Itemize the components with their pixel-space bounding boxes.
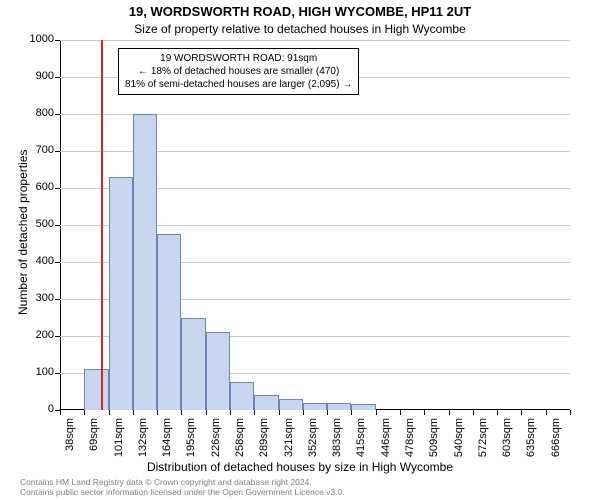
x-tick-label: 101sqm: [113, 418, 125, 478]
y-tick-label: 700: [14, 144, 54, 156]
x-tick-mark: [157, 410, 158, 415]
x-tick-label: 195sqm: [185, 418, 197, 478]
x-tick-mark: [546, 410, 547, 415]
histogram-bar: [109, 177, 133, 410]
x-tick-mark: [254, 410, 255, 415]
histogram-bar: [181, 318, 205, 411]
x-tick-label: 321sqm: [283, 418, 295, 478]
y-tick-label: 400: [14, 255, 54, 267]
x-tick-mark: [303, 410, 304, 415]
subject-marker-line: [101, 40, 103, 410]
x-tick-label: 383sqm: [331, 418, 343, 478]
histogram-bar: [254, 395, 278, 410]
x-tick-label: 666sqm: [550, 418, 562, 478]
x-tick-label: 446sqm: [380, 418, 392, 478]
x-tick-mark: [449, 410, 450, 415]
histogram-bar: [351, 404, 375, 410]
x-tick-mark: [351, 410, 352, 415]
x-tick-mark: [400, 410, 401, 415]
footer-line2: Contains public sector information licen…: [20, 488, 580, 498]
y-tick-mark: [55, 262, 60, 263]
x-tick-label: 289sqm: [258, 418, 270, 478]
y-tick-label: 200: [14, 329, 54, 341]
x-tick-mark: [230, 410, 231, 415]
y-tick-label: 600: [14, 181, 54, 193]
histogram-bar: [279, 399, 303, 410]
x-tick-label: 509sqm: [428, 418, 440, 478]
y-axis-label: Number of detached properties: [16, 150, 30, 315]
y-tick-mark: [55, 151, 60, 152]
x-tick-label: 164sqm: [161, 418, 173, 478]
histogram-bar: [230, 382, 254, 410]
x-tick-mark: [84, 410, 85, 415]
y-tick-mark: [55, 299, 60, 300]
x-tick-mark: [109, 410, 110, 415]
x-tick-mark: [497, 410, 498, 415]
y-tick-label: 500: [14, 218, 54, 230]
x-tick-label: 69sqm: [88, 418, 100, 478]
y-tick-label: 300: [14, 292, 54, 304]
y-tick-mark: [55, 336, 60, 337]
chart-plot-area: 19 WORDSWORTH ROAD: 91sqm ← 18% of detac…: [60, 40, 570, 410]
histogram-bar: [133, 114, 157, 410]
annotation-line3: 81% of semi-detached houses are larger (…: [125, 78, 352, 91]
x-tick-mark: [60, 410, 61, 415]
histogram-bar: [303, 403, 327, 410]
x-tick-label: 415sqm: [355, 418, 367, 478]
x-tick-label: 603sqm: [501, 418, 513, 478]
y-tick-label: 0: [14, 403, 54, 415]
y-tick-mark: [55, 77, 60, 78]
chart-subtitle: Size of property relative to detached ho…: [0, 22, 600, 36]
x-tick-mark: [473, 410, 474, 415]
x-tick-label: 540sqm: [453, 418, 465, 478]
gridline: [60, 40, 570, 41]
chart-title: 19, WORDSWORTH ROAD, HIGH WYCOMBE, HP11 …: [0, 4, 600, 19]
x-tick-label: 635sqm: [525, 418, 537, 478]
y-tick-mark: [55, 373, 60, 374]
histogram-bar: [157, 234, 181, 410]
histogram-bar: [327, 403, 351, 410]
x-tick-mark: [521, 410, 522, 415]
x-tick-mark: [376, 410, 377, 415]
y-tick-label: 800: [14, 107, 54, 119]
x-tick-label: 38sqm: [64, 418, 76, 478]
x-tick-mark: [206, 410, 207, 415]
x-tick-mark: [570, 410, 571, 415]
annotation-line2: ← 18% of detached houses are smaller (47…: [125, 65, 352, 78]
y-tick-mark: [55, 114, 60, 115]
y-tick-mark: [55, 188, 60, 189]
x-tick-mark: [133, 410, 134, 415]
histogram-bar: [206, 332, 230, 410]
y-tick-label: 100: [14, 366, 54, 378]
y-tick-mark: [55, 225, 60, 226]
x-tick-mark: [424, 410, 425, 415]
x-tick-mark: [181, 410, 182, 415]
y-tick-mark: [55, 40, 60, 41]
x-tick-label: 478sqm: [404, 418, 416, 478]
x-tick-label: 572sqm: [477, 418, 489, 478]
y-tick-label: 900: [14, 70, 54, 82]
annotation-box: 19 WORDSWORTH ROAD: 91sqm ← 18% of detac…: [118, 48, 359, 95]
x-tick-label: 226sqm: [210, 418, 222, 478]
histogram-bar: [84, 369, 108, 410]
x-tick-mark: [327, 410, 328, 415]
x-tick-mark: [279, 410, 280, 415]
y-tick-label: 1000: [14, 33, 54, 45]
annotation-line1: 19 WORDSWORTH ROAD: 91sqm: [125, 52, 352, 65]
x-tick-label: 132sqm: [137, 418, 149, 478]
x-tick-label: 352sqm: [307, 418, 319, 478]
x-tick-label: 258sqm: [234, 418, 246, 478]
footer-attribution: Contains HM Land Registry data © Crown c…: [20, 478, 580, 498]
